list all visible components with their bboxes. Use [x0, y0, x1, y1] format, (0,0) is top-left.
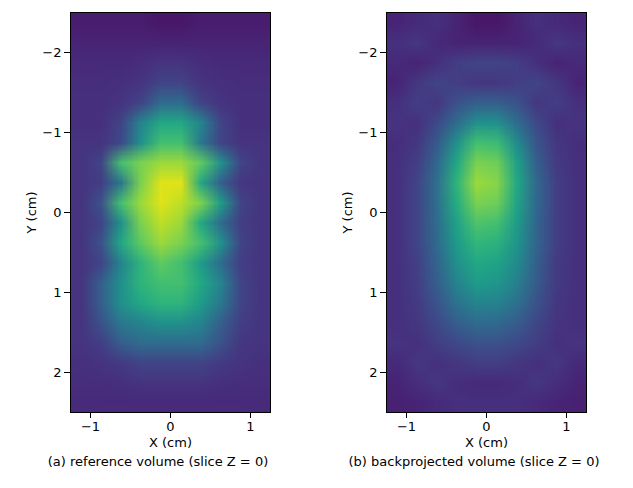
svg-text:0: 0 — [53, 205, 61, 220]
svg-text:1: 1 — [246, 419, 254, 434]
svg-text:0: 0 — [482, 419, 490, 434]
svg-text:2: 2 — [369, 365, 377, 380]
svg-text:0: 0 — [166, 419, 174, 434]
svg-text:X (cm): X (cm) — [149, 435, 192, 450]
svg-text:Y (cm): Y (cm) — [340, 191, 355, 234]
svg-text:−1: −1 — [397, 419, 416, 434]
svg-text:−2: −2 — [358, 45, 377, 60]
svg-text:X (cm): X (cm) — [465, 435, 508, 450]
svg-text:−1: −1 — [81, 419, 100, 434]
html-text:(b) backprojected volume (slic: (b) backprojected volume (slice Z = 0) — [348, 454, 600, 469]
svg-text:−2: −2 — [42, 45, 61, 60]
svg-text:2: 2 — [53, 365, 61, 380]
svg-text:1: 1 — [562, 419, 570, 434]
svg-text:1: 1 — [53, 285, 61, 300]
svg-text:0: 0 — [369, 205, 377, 220]
svg-text:−1: −1 — [358, 125, 377, 140]
svg-text:Y (cm): Y (cm) — [24, 191, 39, 234]
svg-text:1: 1 — [369, 285, 377, 300]
html-text:(a) reference volume (slice Z: (a) reference volume (slice Z = 0) — [47, 454, 269, 469]
svg-text:−1: −1 — [42, 125, 61, 140]
